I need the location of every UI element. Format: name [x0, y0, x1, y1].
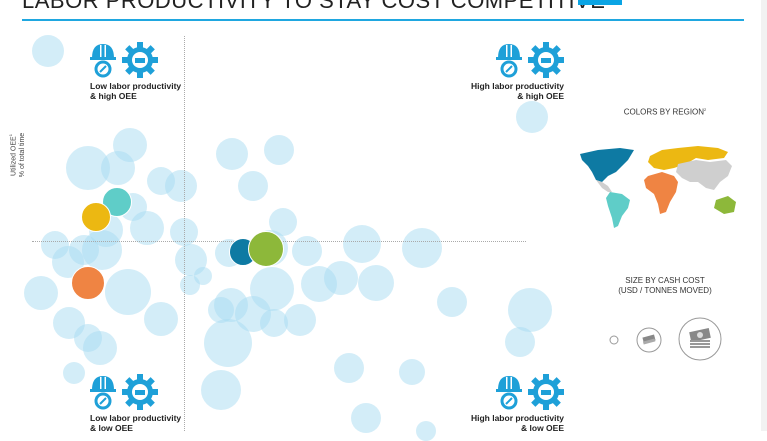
- data-bubble: [284, 304, 316, 336]
- data-bubble: [144, 302, 178, 336]
- hard-hat-icon: [496, 44, 522, 78]
- title-divider: [22, 19, 744, 21]
- page-title: LABOR PRODUCTIVITY TO STAY COST COMPETIT…: [22, 0, 606, 13]
- gear-money-icon: [122, 42, 158, 78]
- money-stack-icon: [636, 327, 662, 353]
- data-bubble: [402, 228, 442, 268]
- colors-legend-title: COLORS BY REGION2: [623, 107, 707, 117]
- quadrant-label-bottom-right: High labor productivity & low OEE: [462, 374, 564, 433]
- quadrant-label-top-right: High labor productivity & high OEE: [462, 42, 564, 101]
- data-bubble: [63, 362, 85, 384]
- large-money-stack-icon: [678, 317, 722, 361]
- data-bubble: [343, 225, 381, 263]
- small-circle-icon: [609, 335, 619, 345]
- quadrant-label-bottom-left: Low labor productivity & low OEE: [90, 374, 181, 433]
- page-edge: [761, 0, 767, 431]
- data-bubble: [165, 170, 197, 202]
- size-legend-title: SIZE BY CASH COST (USD / TONNES MOVED): [618, 276, 712, 295]
- data-bubble: [269, 208, 297, 236]
- data-bubble: [194, 267, 212, 285]
- data-bubble: [32, 35, 64, 67]
- data-bubble: [201, 370, 241, 410]
- hard-hat-icon: [90, 376, 116, 410]
- y-axis-label: Utilized OEE1 % of total time: [8, 132, 27, 178]
- gear-money-icon: [528, 42, 564, 78]
- gear-money-icon: [122, 374, 158, 410]
- data-bubble: [238, 171, 268, 201]
- data-bubble: [505, 327, 535, 357]
- highlighted-bubble: [71, 266, 105, 300]
- gear-money-icon: [528, 374, 564, 410]
- data-bubble: [416, 421, 436, 441]
- data-bubble: [24, 276, 58, 310]
- title-accent-tab: [578, 0, 622, 5]
- data-bubble: [351, 403, 381, 433]
- data-bubble: [264, 135, 294, 165]
- data-bubble: [82, 230, 122, 270]
- highlighted-bubble: [81, 202, 111, 232]
- data-bubble: [204, 319, 252, 367]
- data-bubble: [83, 331, 117, 365]
- size-legend: [609, 317, 722, 361]
- data-bubble: [216, 138, 248, 170]
- data-bubble: [105, 269, 151, 315]
- data-bubble: [208, 297, 234, 323]
- data-bubble: [101, 151, 135, 185]
- highlighted-bubble: [248, 231, 284, 267]
- data-bubble: [324, 261, 358, 295]
- hard-hat-icon: [90, 44, 116, 78]
- x-quadrant-divider: [184, 36, 185, 431]
- highlighted-bubble: [102, 187, 132, 217]
- data-bubble: [334, 353, 364, 383]
- quadrant-label-top-left: Low labor productivity & high OEE: [90, 42, 181, 101]
- data-bubble: [260, 309, 288, 337]
- data-bubble: [399, 359, 425, 385]
- hard-hat-icon: [496, 376, 522, 410]
- data-bubble: [508, 288, 552, 332]
- data-bubble: [437, 287, 467, 317]
- data-bubble: [358, 265, 394, 301]
- world-map-icon: [580, 146, 736, 228]
- data-bubble: [516, 101, 548, 133]
- data-bubble: [130, 211, 164, 245]
